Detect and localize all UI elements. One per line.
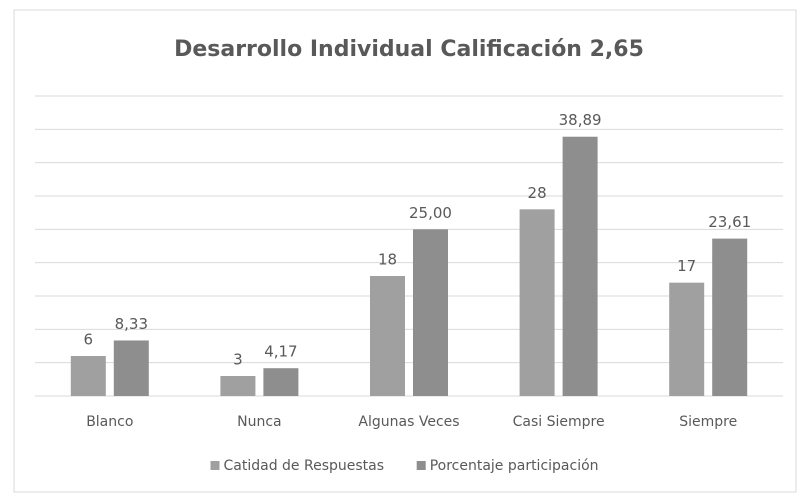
bar bbox=[70, 356, 106, 396]
bar bbox=[562, 136, 598, 396]
legend-label: Catidad de Respuestas bbox=[224, 458, 385, 474]
x-tick-label: Nunca bbox=[237, 414, 282, 430]
bar bbox=[370, 276, 405, 396]
bar bbox=[413, 229, 448, 396]
bar bbox=[113, 340, 149, 396]
data-label: 6 bbox=[84, 331, 94, 349]
chart-frame bbox=[13, 9, 797, 493]
chart-title: Desarrollo Individual Calificación 2,65 bbox=[174, 37, 644, 62]
data-label: 17 bbox=[677, 257, 696, 275]
bar bbox=[220, 376, 256, 396]
x-tick-label: Algunas Veces bbox=[358, 414, 459, 430]
data-label: 3 bbox=[233, 351, 243, 369]
bar bbox=[263, 368, 299, 396]
data-label: 23,61 bbox=[708, 213, 751, 231]
bar bbox=[669, 282, 705, 396]
bar bbox=[519, 209, 555, 396]
legend-label: Porcentaje participación bbox=[430, 458, 599, 474]
data-label: 4,17 bbox=[264, 343, 297, 361]
data-label: 25,00 bbox=[409, 204, 452, 222]
legend-swatch bbox=[210, 461, 220, 470]
x-tick-label: Casi Siempre bbox=[513, 414, 605, 430]
data-label: 38,89 bbox=[559, 111, 602, 129]
x-tick-label: Blanco bbox=[86, 414, 133, 430]
data-label: 8,33 bbox=[115, 315, 148, 333]
data-label: 18 bbox=[378, 251, 397, 269]
data-label: 28 bbox=[528, 184, 547, 202]
bar bbox=[712, 238, 748, 396]
legend-swatch bbox=[416, 461, 426, 470]
x-tick-label: Siempre bbox=[679, 414, 737, 430]
